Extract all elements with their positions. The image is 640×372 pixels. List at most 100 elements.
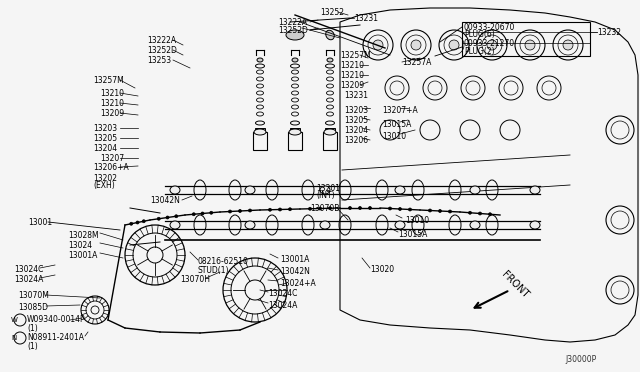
Text: 13257M: 13257M bbox=[340, 51, 371, 60]
Text: 13024C: 13024C bbox=[268, 289, 298, 298]
Ellipse shape bbox=[320, 221, 330, 229]
Text: 13015A: 13015A bbox=[398, 230, 428, 238]
Text: 13042N: 13042N bbox=[150, 196, 180, 205]
Text: 13252D: 13252D bbox=[147, 45, 177, 55]
Ellipse shape bbox=[395, 221, 405, 229]
Bar bbox=[253, 132, 267, 150]
Circle shape bbox=[358, 206, 362, 209]
Text: 13231: 13231 bbox=[344, 90, 368, 99]
Text: J30000P: J30000P bbox=[565, 356, 596, 365]
Text: 13024A: 13024A bbox=[268, 301, 298, 310]
Circle shape bbox=[278, 208, 282, 211]
Bar bbox=[290, 128, 300, 131]
Text: 13001: 13001 bbox=[28, 218, 52, 227]
Circle shape bbox=[157, 217, 160, 220]
Text: 13070B: 13070B bbox=[310, 203, 339, 212]
Text: 13257A: 13257A bbox=[402, 58, 431, 67]
Ellipse shape bbox=[245, 186, 255, 194]
Text: 13024+A: 13024+A bbox=[280, 279, 316, 288]
Text: 13028M: 13028M bbox=[68, 231, 99, 240]
Circle shape bbox=[201, 212, 204, 215]
Ellipse shape bbox=[292, 58, 298, 62]
Circle shape bbox=[130, 222, 132, 225]
Text: 13257M: 13257M bbox=[93, 76, 124, 84]
Ellipse shape bbox=[245, 221, 255, 229]
Text: 13206+A: 13206+A bbox=[93, 163, 129, 171]
Text: 13085D: 13085D bbox=[18, 304, 48, 312]
Ellipse shape bbox=[530, 186, 540, 194]
Circle shape bbox=[239, 209, 241, 212]
Circle shape bbox=[289, 208, 291, 211]
Circle shape bbox=[175, 215, 178, 218]
Text: 13210: 13210 bbox=[100, 99, 124, 108]
Circle shape bbox=[136, 221, 139, 224]
Text: 13222A: 13222A bbox=[147, 35, 176, 45]
Text: 13020: 13020 bbox=[370, 266, 394, 275]
Circle shape bbox=[142, 220, 145, 223]
Text: 13204: 13204 bbox=[93, 144, 117, 153]
Bar bbox=[323, 132, 337, 150]
Text: PLUG(6): PLUG(6) bbox=[464, 29, 495, 38]
Circle shape bbox=[192, 213, 195, 216]
Text: 13015A: 13015A bbox=[382, 119, 412, 128]
Circle shape bbox=[328, 207, 332, 210]
Ellipse shape bbox=[289, 129, 301, 135]
Text: 13206: 13206 bbox=[344, 135, 368, 144]
Bar bbox=[325, 128, 335, 131]
Text: 13204: 13204 bbox=[344, 125, 368, 135]
Text: 13024: 13024 bbox=[68, 241, 92, 250]
Ellipse shape bbox=[320, 186, 330, 194]
Text: 08216-62510: 08216-62510 bbox=[198, 257, 249, 266]
Ellipse shape bbox=[395, 186, 405, 194]
Text: 13210: 13210 bbox=[100, 89, 124, 97]
Circle shape bbox=[399, 208, 401, 211]
Circle shape bbox=[408, 208, 412, 211]
Circle shape bbox=[449, 40, 459, 50]
Text: 13252D: 13252D bbox=[278, 26, 308, 35]
Ellipse shape bbox=[470, 186, 480, 194]
Circle shape bbox=[488, 213, 492, 216]
Text: FRONT: FRONT bbox=[500, 270, 531, 300]
Text: 13231: 13231 bbox=[354, 13, 378, 22]
Text: (INT): (INT) bbox=[316, 190, 335, 199]
Text: 13203: 13203 bbox=[344, 106, 368, 115]
Circle shape bbox=[166, 216, 169, 219]
Circle shape bbox=[563, 40, 573, 50]
Circle shape bbox=[525, 40, 535, 50]
Ellipse shape bbox=[326, 30, 334, 40]
Text: 13210: 13210 bbox=[340, 71, 364, 80]
Text: 13252: 13252 bbox=[320, 7, 344, 16]
Circle shape bbox=[369, 206, 371, 209]
Text: 13205: 13205 bbox=[93, 134, 117, 142]
Text: 13222A: 13222A bbox=[278, 17, 307, 26]
Circle shape bbox=[429, 209, 431, 212]
Ellipse shape bbox=[170, 186, 180, 194]
Text: 13024C: 13024C bbox=[14, 266, 44, 275]
Text: 13202: 13202 bbox=[93, 173, 117, 183]
Text: 13010: 13010 bbox=[405, 215, 429, 224]
Text: 13207: 13207 bbox=[100, 154, 124, 163]
Circle shape bbox=[479, 212, 481, 215]
Bar bbox=[255, 128, 265, 131]
Ellipse shape bbox=[324, 129, 336, 135]
Text: 13001A: 13001A bbox=[68, 250, 97, 260]
Circle shape bbox=[388, 207, 392, 210]
Text: 13024A: 13024A bbox=[14, 276, 44, 285]
Ellipse shape bbox=[530, 221, 540, 229]
Text: 13232: 13232 bbox=[597, 28, 621, 36]
Circle shape bbox=[349, 206, 351, 209]
Text: 13201: 13201 bbox=[316, 183, 340, 192]
Circle shape bbox=[449, 210, 451, 213]
Circle shape bbox=[248, 209, 252, 212]
Circle shape bbox=[487, 40, 497, 50]
Ellipse shape bbox=[257, 58, 263, 62]
Circle shape bbox=[468, 211, 472, 214]
Text: 13207+A: 13207+A bbox=[382, 106, 418, 115]
Text: PLUG(2): PLUG(2) bbox=[464, 46, 495, 55]
Text: 13210: 13210 bbox=[340, 61, 364, 70]
Bar bbox=[462, 22, 590, 56]
Text: (EXH): (EXH) bbox=[93, 180, 115, 189]
Text: 13070H: 13070H bbox=[180, 276, 210, 285]
Ellipse shape bbox=[254, 129, 266, 135]
Text: 13253: 13253 bbox=[147, 55, 171, 64]
